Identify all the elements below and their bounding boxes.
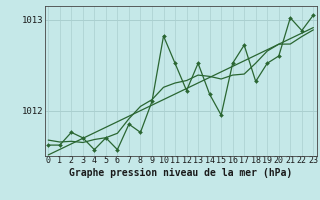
X-axis label: Graphe pression niveau de la mer (hPa): Graphe pression niveau de la mer (hPa) (69, 168, 292, 178)
